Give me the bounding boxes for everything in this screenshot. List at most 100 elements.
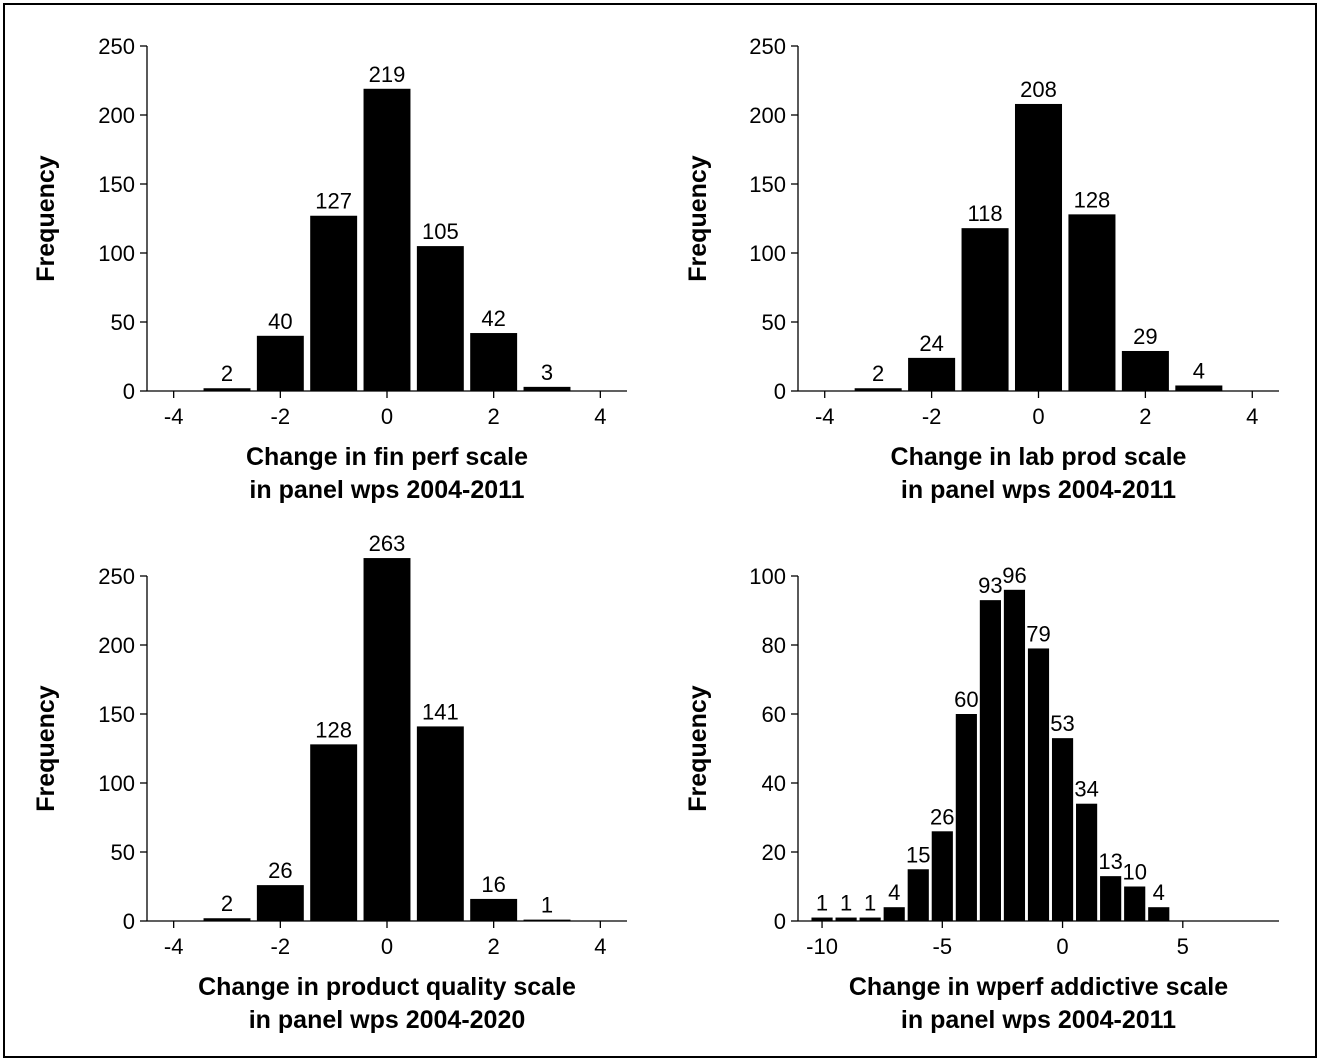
x-tick-label: 0 <box>1056 934 1068 959</box>
histogram-bar <box>416 726 464 921</box>
y-tick-label: 200 <box>98 633 135 658</box>
histogram-bar <box>854 388 902 391</box>
y-tick-label: 150 <box>98 172 135 197</box>
histogram-bar <box>811 917 833 921</box>
x-tick-label: 0 <box>381 934 393 959</box>
bar-value-label: 141 <box>422 699 459 724</box>
x-tick-label: 5 <box>1177 934 1189 959</box>
y-tick-label: 40 <box>762 771 786 796</box>
y-tick-label: 0 <box>774 909 786 934</box>
x-tick-label: 4 <box>594 934 606 959</box>
x-tick-label: 2 <box>1139 404 1151 429</box>
histogram-bar <box>1068 214 1116 391</box>
bar-value-label: 4 <box>1153 880 1165 905</box>
bar-value-label: 1 <box>840 891 852 916</box>
bar-value-label: 105 <box>422 219 459 244</box>
histogram-bar <box>835 917 857 921</box>
y-tick-label: 250 <box>98 564 135 589</box>
histogram-bar <box>1014 103 1063 392</box>
x-axis-title-line-2: in panel wps 2004-2020 <box>249 1006 526 1034</box>
bar-value-label: 2 <box>221 891 233 916</box>
y-tick-label: 150 <box>98 702 135 727</box>
bar-value-label: 34 <box>1074 777 1098 802</box>
y-tick-label: 0 <box>774 379 786 404</box>
x-axis-title-line-1: Change in lab prod scale <box>891 443 1187 471</box>
bar-value-label: 2 <box>221 361 233 386</box>
y-tick-label: 150 <box>749 172 786 197</box>
bar-value-label: 15 <box>906 842 930 867</box>
y-tick-label: 200 <box>749 103 786 128</box>
bar-value-label: 13 <box>1098 849 1122 874</box>
histogram-bar <box>1003 589 1026 921</box>
x-tick-label: -2 <box>922 404 942 429</box>
histogram-bar <box>363 88 411 391</box>
y-tick-label: 100 <box>749 241 786 266</box>
y-tick-label: 250 <box>749 34 786 59</box>
histogram-bar <box>931 831 953 921</box>
x-tick-label: 4 <box>594 404 606 429</box>
y-tick-label: 0 <box>123 909 135 934</box>
y-tick-label: 50 <box>111 840 135 865</box>
bar-value-label: 79 <box>1026 621 1050 646</box>
y-tick-label: 50 <box>111 310 135 335</box>
histogram-bar <box>470 333 518 391</box>
y-tick-label: 80 <box>762 633 786 658</box>
histogram-bar <box>908 357 956 391</box>
bar-value-label: 3 <box>541 360 553 385</box>
histogram-bar <box>1175 385 1223 391</box>
y-axis-title: Frequency <box>32 685 60 812</box>
x-tick-label: 0 <box>1032 404 1044 429</box>
histogram-bar <box>907 869 929 921</box>
x-tick-label: 2 <box>488 404 500 429</box>
bar-value-label: 128 <box>315 717 352 742</box>
histogram-bar <box>416 246 464 391</box>
bar-value-label: 4 <box>888 880 900 905</box>
histogram-bar <box>1100 876 1122 921</box>
histogram-bar <box>883 907 905 921</box>
histogram-bar <box>256 885 304 921</box>
bar-value-label: 16 <box>481 872 505 897</box>
histogram-bar <box>961 228 1009 391</box>
y-axis-title: Frequency <box>32 155 60 282</box>
bar-value-label: 26 <box>268 858 292 883</box>
bar-value-label: 128 <box>1074 187 1111 212</box>
bar-value-label: 24 <box>919 331 943 356</box>
bar-value-label: 53 <box>1050 711 1074 736</box>
y-axis-title: Frequency <box>684 155 712 282</box>
histogram-bar <box>859 917 881 921</box>
bar-value-label: 1 <box>816 891 828 916</box>
y-axis-title: Frequency <box>684 685 712 812</box>
histogram-bar <box>523 919 571 921</box>
bar-value-label: 29 <box>1133 324 1157 349</box>
histogram-bar <box>1148 907 1170 921</box>
bar-value-label: 1 <box>541 893 553 918</box>
histogram-bar <box>310 215 358 391</box>
bar-value-label: 118 <box>968 201 1003 226</box>
x-tick-label: 4 <box>1246 404 1258 429</box>
histogram-bar <box>1051 738 1074 921</box>
bar-value-label: 2 <box>872 361 884 386</box>
y-tick-label: 20 <box>762 840 786 865</box>
histogram-bar <box>979 600 1001 921</box>
x-tick-label: 2 <box>488 934 500 959</box>
bar-value-label: 26 <box>930 804 954 829</box>
y-tick-label: 50 <box>762 310 786 335</box>
y-tick-label: 100 <box>98 241 135 266</box>
histogram-bar <box>203 388 251 391</box>
bar-value-label: 4 <box>1193 358 1205 383</box>
histogram-bar <box>1124 886 1146 921</box>
x-tick-label: -4 <box>164 404 184 429</box>
x-tick-label: -2 <box>271 404 291 429</box>
x-axis-title-line-2: in panel wps 2004-2011 <box>901 476 1176 504</box>
x-tick-label: -10 <box>806 934 838 959</box>
x-axis-title-line-1: Change in fin perf scale <box>246 443 528 471</box>
histogram-bar <box>1121 350 1169 391</box>
y-tick-label: 250 <box>98 34 135 59</box>
bar-value-label: 60 <box>954 687 978 712</box>
histogram-bar <box>470 898 518 921</box>
y-tick-label: 100 <box>98 771 135 796</box>
x-axis-title-line-1: Change in product quality scale <box>198 973 576 1001</box>
histogram-bar <box>523 386 571 391</box>
